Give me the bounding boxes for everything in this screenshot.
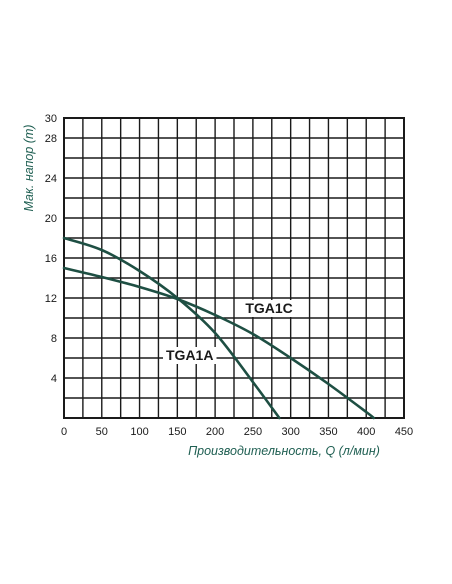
grid <box>63 117 405 419</box>
x-tick-label: 0 <box>61 426 67 438</box>
x-tick-label: 400 <box>357 426 375 438</box>
x-tick-label: 150 <box>168 426 186 438</box>
series-curve-tga1a <box>62 236 281 420</box>
tick-labels: 0 50 100 150 200 250 300 350 400 450 4 8 12 16 20 24 28 3… <box>45 113 413 438</box>
x-tick-label: 450 <box>395 426 413 438</box>
series-curve-tga1c <box>62 266 376 420</box>
y-tick-label: 24 <box>45 173 57 185</box>
y-tick-label: 8 <box>51 333 57 345</box>
x-tick-label: 200 <box>206 426 224 438</box>
curves <box>62 236 376 420</box>
x-tick-label: 250 <box>244 426 262 438</box>
y-tick-label: 20 <box>45 213 57 225</box>
series-label-tga1c: TGA1C <box>245 300 292 316</box>
x-tick-label: 100 <box>130 426 148 438</box>
series-label-bg <box>242 300 296 317</box>
x-tick-label: 300 <box>281 426 299 438</box>
y-tick-label: 30 <box>45 113 57 125</box>
y-axis-title: Мак. напор (m) <box>22 124 36 211</box>
y-tick-label: 16 <box>45 253 57 265</box>
x-tick-label: 50 <box>96 426 108 438</box>
x-tick-label: 350 <box>319 426 337 438</box>
y-tick-label: 12 <box>45 293 57 305</box>
y-tick-label: 4 <box>51 373 57 385</box>
series-labels: TGA1C TGA1A <box>163 300 296 364</box>
series-label-bg <box>163 347 217 364</box>
x-axis-title: Производительность, Q (л/мин) <box>188 444 380 458</box>
series-label-tga1a: TGA1A <box>166 347 213 363</box>
y-tick-label: 28 <box>45 133 57 145</box>
